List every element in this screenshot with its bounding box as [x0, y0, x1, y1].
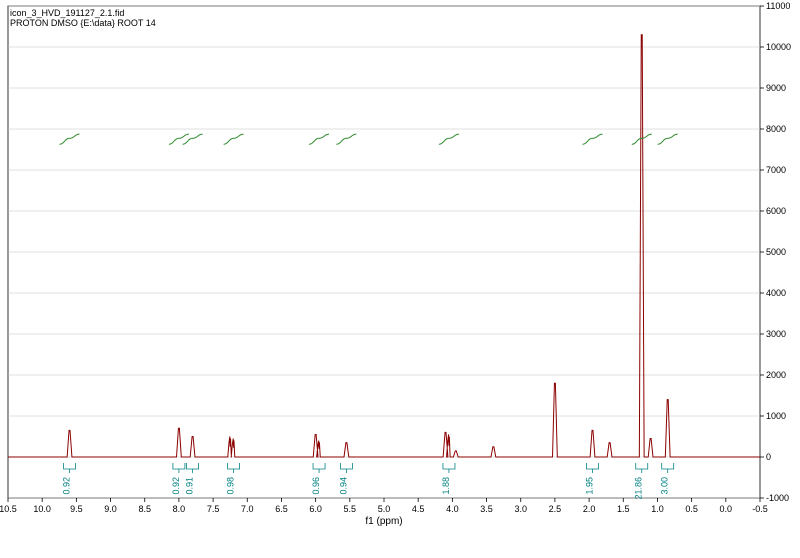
x-tick-label: 1.5: [617, 504, 630, 514]
y-tick-label: 10000: [766, 42, 791, 52]
spectrum-svg: -1000 0 1000 2000 3000 4000 5000 6000 7000 8000 90…: [0, 0, 800, 558]
x-tick-label: 9.5: [70, 504, 83, 514]
integral-label: 0.98: [226, 477, 236, 495]
x-tick-label: 0.0: [720, 504, 733, 514]
x-axis-label: f1 (ppm): [365, 516, 402, 527]
integral-curve: [60, 134, 80, 144]
integral-bracket: [313, 463, 325, 469]
integral-bracket: [173, 463, 185, 469]
x-tick-label: 8.0: [173, 504, 186, 514]
integral-label: 21.86: [634, 477, 644, 500]
x-tick-label: 10.5: [0, 504, 17, 514]
integral-label: 0.96: [311, 477, 321, 495]
y-tick-label: 7000: [766, 165, 786, 175]
x-tick-label: 3.0: [514, 504, 527, 514]
integral-label: 0.94: [338, 477, 348, 495]
x-tick-label: 4.0: [446, 504, 459, 514]
integral-bracket: [228, 463, 240, 469]
y-tick-label: 1000: [766, 411, 786, 421]
integral-bracket: [64, 463, 76, 469]
integral-curve: [309, 134, 329, 144]
x-tick-label: 1.0: [651, 504, 664, 514]
x-tick-label: 10.0: [33, 504, 51, 514]
x-tick-label: 5.0: [378, 504, 391, 514]
integral-curve: [632, 134, 652, 144]
y-tick-label: -1000: [766, 493, 789, 503]
integral-label: 0.92: [171, 477, 181, 495]
x-tick-label: 7.0: [241, 504, 254, 514]
integral-bracket: [187, 463, 199, 469]
integral-label: 1.95: [585, 477, 595, 495]
integral-label: 0.91: [185, 477, 195, 495]
integral-bracket: [636, 463, 648, 469]
y-tick-label: 0: [766, 452, 771, 462]
x-tick-label: 0.5: [685, 504, 698, 514]
x-tick-label: 5.5: [344, 504, 357, 514]
y-tick-label: 11000: [766, 1, 790, 11]
y-tick-label: 3000: [766, 329, 786, 339]
integral-bracket: [340, 463, 352, 469]
info-line: PROTON DMSO {E:\data} ROOT 14: [10, 18, 156, 28]
integral-label: 3.00: [660, 477, 670, 495]
x-tick-label: 7.5: [207, 504, 220, 514]
x-tick-label: 6.5: [275, 504, 288, 514]
integral-bracket: [587, 463, 599, 469]
integral-curve: [658, 134, 678, 144]
integral-curve: [183, 134, 203, 144]
x-tick-label: -0.5: [752, 504, 768, 514]
info-line: icon_3_HVD_191127_2.1.fid: [10, 8, 124, 18]
integral-curve: [439, 134, 459, 144]
integral-curve: [224, 134, 244, 144]
y-tick-label: 6000: [766, 206, 786, 216]
spectrum-trace: [8, 35, 760, 457]
y-tick-label: 5000: [766, 247, 786, 257]
x-tick-label: 2.0: [583, 504, 596, 514]
y-tick-label: 4000: [766, 288, 786, 298]
x-tick-label: 4.5: [412, 504, 425, 514]
y-tick-label: 2000: [766, 370, 786, 380]
x-tick-label: 9.0: [104, 504, 117, 514]
x-tick-label: 3.5: [480, 504, 493, 514]
x-tick-label: 8.5: [138, 504, 151, 514]
x-tick-label: 6.0: [309, 504, 322, 514]
nmr-spectrum-chart: -1000 0 1000 2000 3000 4000 5000 6000 7000 8000 90…: [0, 0, 800, 558]
integral-curve: [336, 134, 356, 144]
integral-label: 0.92: [62, 477, 72, 495]
x-tick-label: 2.5: [549, 504, 562, 514]
integral-bracket: [443, 463, 455, 469]
integral-curve: [583, 134, 603, 144]
y-tick-label: 9000: [766, 83, 786, 93]
integral-bracket: [662, 463, 674, 469]
y-tick-label: 8000: [766, 124, 786, 134]
integral-label: 1.88: [441, 477, 451, 495]
